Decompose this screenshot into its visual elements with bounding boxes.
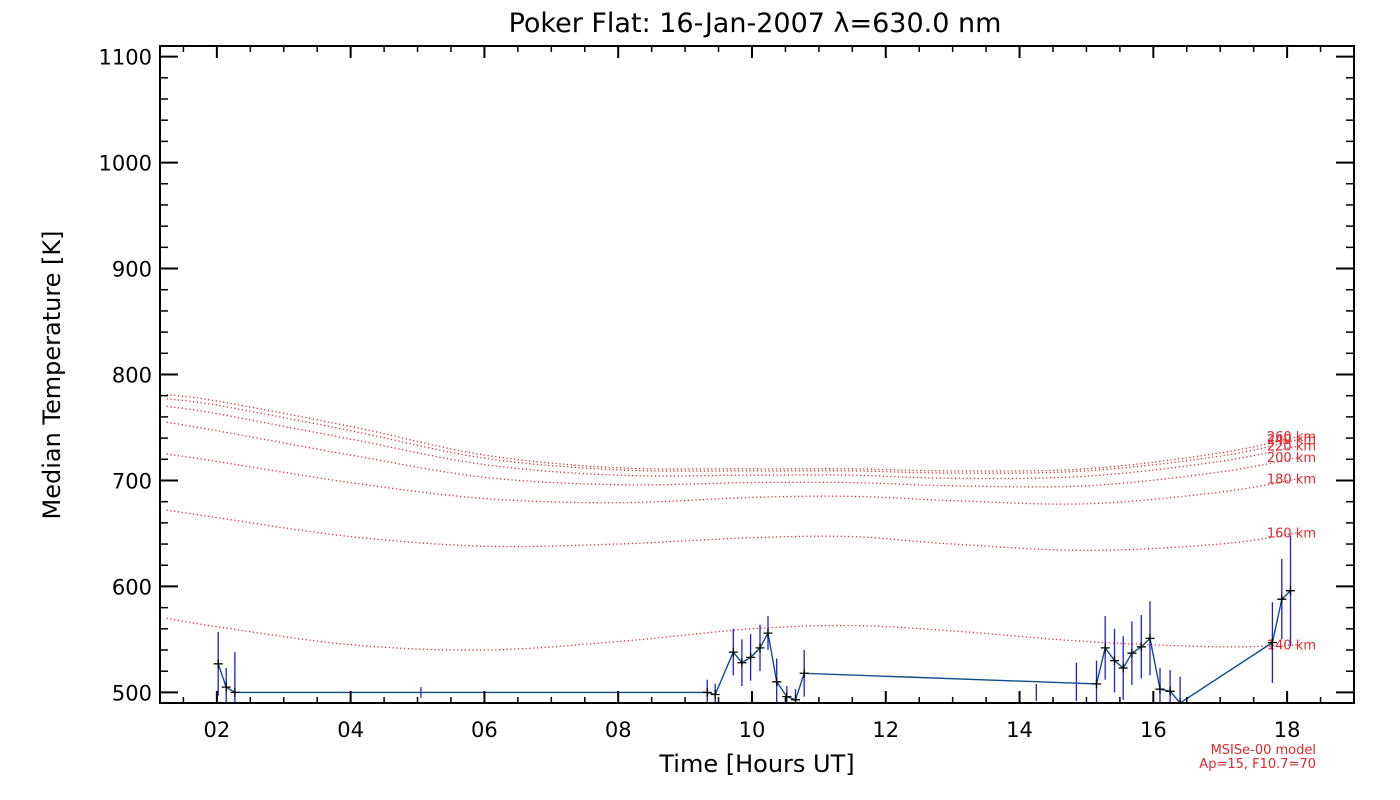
y-tick-label: 600 — [112, 575, 152, 599]
x-tick-label: 14 — [1006, 718, 1033, 742]
y-axis-label: Median Temperature [K] — [38, 230, 66, 519]
data-point-26 — [1286, 586, 1295, 596]
model-label-240km: 240 km — [1267, 433, 1316, 448]
data-point-16 — [1110, 656, 1119, 666]
data-point-9 — [763, 628, 773, 638]
model-label-200km: 200 km — [1267, 451, 1316, 466]
model-note-line-2: Ap=15, F10.7=70 — [1199, 757, 1316, 772]
model-label-220km: 220 km — [1267, 440, 1316, 455]
data-point-20 — [1145, 633, 1155, 643]
data-point-24 — [1267, 638, 1277, 648]
y-tick-label: 900 — [112, 258, 152, 282]
data-point-15 — [1100, 643, 1110, 653]
x-axis-label: Time [Hours UT] — [658, 750, 854, 778]
y-tick-label: 1000 — [99, 152, 152, 176]
model-label-260km: 260 km — [1267, 430, 1316, 445]
measurement-line — [217, 590, 1291, 703]
data-point-13 — [799, 668, 809, 678]
data-point-4 — [710, 690, 720, 699]
data-point-5 — [728, 647, 738, 657]
data-point-2 — [230, 687, 240, 697]
x-tick-label: 18 — [1274, 718, 1301, 742]
data-point-7 — [746, 652, 756, 662]
axis-ticks — [160, 46, 1355, 703]
x-tick-label: 08 — [605, 718, 632, 742]
data-point-1 — [221, 682, 231, 692]
model-curves — [166, 393, 1301, 651]
data-point-6 — [737, 658, 747, 668]
x-tick-label: 04 — [337, 718, 364, 742]
model-note-line-1: MSISe-00 model — [1211, 743, 1316, 758]
model-curve-160km — [166, 509, 1301, 552]
data-point-14 — [1092, 679, 1101, 689]
model-curve-240km — [166, 398, 1301, 474]
data-point-23 — [1175, 698, 1185, 703]
chart-title: Poker Flat: 16-Jan-2007 λ=630.0 nm — [509, 8, 1002, 39]
x-tick-labels: 02 04 06 08 10 12 14 16 18 — [203, 718, 1300, 742]
model-curve-220km — [166, 405, 1301, 480]
data-point-11 — [782, 692, 792, 702]
data-point-19 — [1136, 642, 1146, 652]
data-point-10 — [772, 677, 782, 687]
data-point-3 — [702, 687, 712, 697]
model-label-180km: 180 km — [1267, 472, 1316, 487]
model-curve-180km — [166, 453, 1301, 505]
data-point-21 — [1155, 684, 1165, 694]
measurement-layer — [213, 535, 1295, 703]
x-tick-label: 10 — [739, 718, 766, 742]
model-curve-200km — [166, 421, 1301, 488]
data-point-18 — [1127, 648, 1137, 658]
x-tick-label: 16 — [1140, 718, 1167, 742]
model-label-140km: 140 km — [1267, 639, 1316, 654]
x-tick-label: 12 — [872, 718, 899, 742]
y-tick-label: 1100 — [99, 46, 152, 70]
data-point-0 — [213, 659, 223, 669]
x-tick-label: 06 — [471, 718, 498, 742]
plot-frame — [159, 45, 1355, 704]
model-curve-260km — [166, 393, 1301, 472]
x-tick-label: 02 — [203, 718, 230, 742]
data-point-17 — [1118, 663, 1128, 673]
data-point-8 — [755, 643, 765, 653]
y-tick-label: 500 — [112, 681, 152, 705]
data-point-22 — [1165, 686, 1175, 696]
y-tick-label: 800 — [112, 364, 152, 388]
model-label-160km: 160 km — [1267, 526, 1316, 541]
y-tick-label: 700 — [112, 469, 152, 493]
data-point-25 — [1277, 594, 1287, 604]
y-tick-labels: 500 600 700 800 900 1000 1100 — [99, 46, 152, 706]
